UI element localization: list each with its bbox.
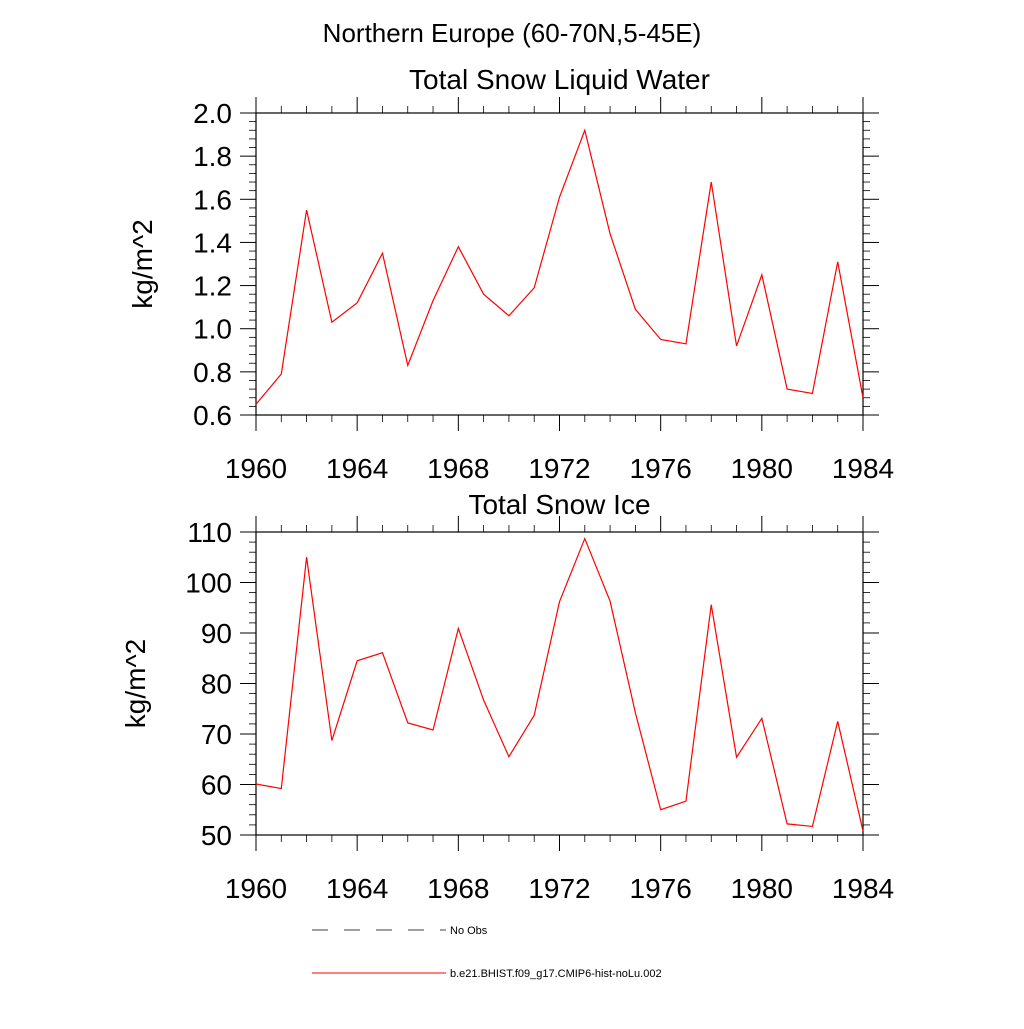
x-tick-label: 1968: [427, 873, 489, 904]
chart-panel-snow-ice: Total Snow Ice 1960 1964 1968 1972 1976 1980 19…: [120, 489, 894, 904]
plot-frame: [255, 531, 864, 836]
series-line: [255, 536, 864, 832]
y-tick-label: 90: [201, 618, 232, 649]
y-tick-label: 100: [185, 568, 232, 599]
x-tick-label: 1964: [326, 873, 388, 904]
x-tick-label: 1968: [427, 453, 489, 484]
x-tick-label: 1984: [832, 453, 894, 484]
legend-label: b.e21.BHIST.f09_g17.CMIP6-hist-noLu.002: [450, 968, 662, 980]
y-tick-label: 50: [201, 820, 232, 851]
x-tick-label: 1960: [225, 873, 287, 904]
y-tick-label: 70: [201, 719, 232, 750]
panel-title: Total Snow Liquid Water: [409, 64, 710, 95]
x-tick-label: 1976: [630, 453, 692, 484]
x-tick-label: 1972: [528, 873, 590, 904]
x-tick-label: 1964: [326, 453, 388, 484]
y-axis-label: kg/m^2: [127, 219, 158, 308]
y-tick-label: 0.8: [193, 357, 232, 388]
y-tick-label: 60: [201, 770, 232, 801]
y-tick-label: 1.0: [193, 314, 232, 345]
x-tick-label: 1984: [832, 873, 894, 904]
panel-title: Total Snow Ice: [468, 489, 650, 520]
x-tick-label: 1980: [731, 453, 793, 484]
y-tick-label: 1.2: [193, 271, 232, 302]
y-tick-label: 1.4: [193, 227, 232, 258]
legend-label: No Obs: [450, 925, 488, 937]
series-line: [255, 128, 864, 405]
y-tick-label: 0.6: [193, 400, 232, 431]
x-tick-label: 1976: [630, 873, 692, 904]
y-tick-label: 2.0: [193, 98, 232, 129]
x-tick-label: 1972: [528, 453, 590, 484]
y-tick-label: 110: [187, 517, 232, 548]
legend: No Obs b.e21.BHIST.f09_g17.CMIP6-hist-noL…: [312, 925, 662, 980]
x-tick-label: 1960: [225, 453, 287, 484]
y-tick-label: 80: [201, 669, 232, 700]
plot-frame: [255, 112, 864, 416]
y-tick-label: 1.8: [193, 141, 232, 172]
y-axis-label: kg/m^2: [120, 639, 151, 728]
x-tick-label: 1980: [731, 873, 793, 904]
chart-panel-snow-liquid-water: Total Snow Liquid Water 1960 1964 1968 1972 1…: [127, 64, 894, 484]
y-tick-label: 1.6: [193, 184, 232, 215]
figure-title: Northern Europe (60-70N,5-45E): [323, 18, 702, 48]
